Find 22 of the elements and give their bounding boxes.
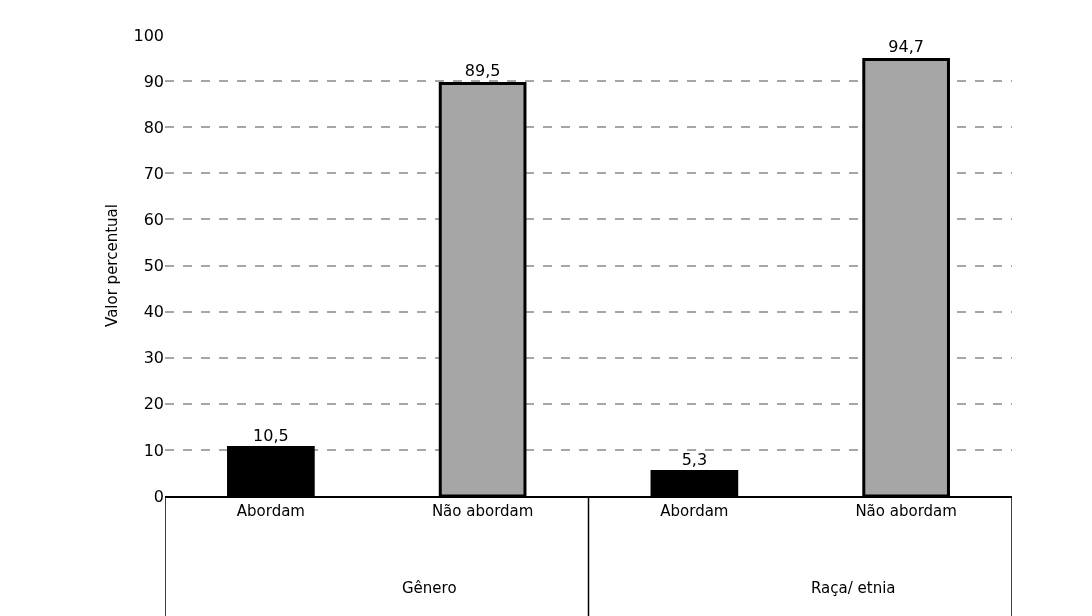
y-tick-label: 10 <box>143 440 164 460</box>
y-tick-label: 50 <box>143 256 164 276</box>
y-tick-label: 80 <box>143 117 164 137</box>
data-label: 94,7 <box>888 37 924 57</box>
data-label: 5,3 <box>681 449 708 469</box>
x-tick-label: Abordam <box>660 501 729 520</box>
text: Raça/ etnia <box>811 579 896 597</box>
y-tick-label: 60 <box>143 210 164 229</box>
data-label: 89,5 <box>464 61 501 81</box>
x-tick-label: Não abordam <box>431 501 534 520</box>
y-tick-label: 30 <box>143 348 164 368</box>
y-tick-label: 100 <box>133 25 164 45</box>
data-label: 10,5 <box>253 425 289 445</box>
y-tick-label: 20 <box>143 394 164 414</box>
x-tick-label: Abordam <box>236 501 305 520</box>
y-tick-label: 90 <box>143 71 164 91</box>
y-tick-label: 70 <box>143 163 164 183</box>
y-tick-label: 0 <box>153 486 164 506</box>
text: Gênero <box>402 579 457 597</box>
y-tick-label: 40 <box>143 302 164 322</box>
y-axis-title: Valor percentual <box>102 204 121 327</box>
x-tick-label: Não abordam <box>855 501 957 520</box>
